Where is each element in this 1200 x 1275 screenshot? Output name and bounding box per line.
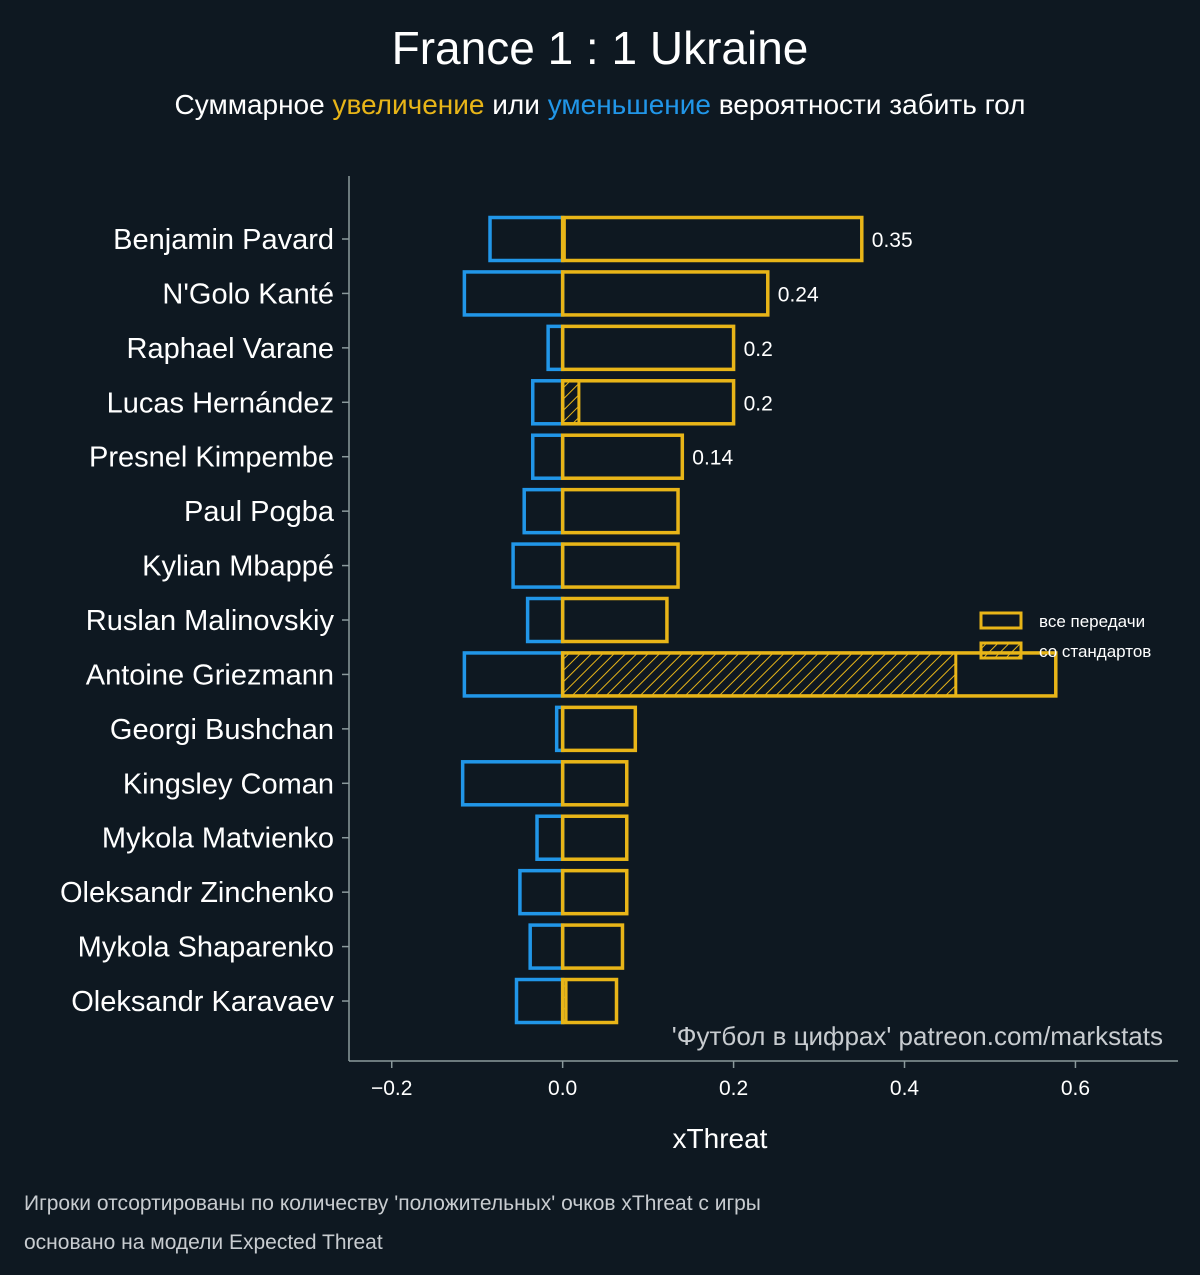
bar-positive — [560, 433, 685, 480]
bar-positive — [560, 814, 629, 861]
player-label: Raphael Varane — [127, 333, 334, 365]
player-label: Mykola Matvienko — [102, 823, 334, 855]
bars: 0.35 0.24 0.2 0.2 0.14 — [460, 215, 1058, 1025]
bar-positive — [560, 868, 629, 916]
bar-positive — [560, 270, 770, 317]
bar-positive — [560, 379, 736, 426]
footnote-line-1: Игроки отсортированы по количеству 'поло… — [24, 1192, 761, 1215]
player-label: Oleksandr Zinchenko — [60, 877, 334, 909]
bar-positive — [560, 705, 638, 753]
subtitle-part: увеличение — [332, 89, 484, 120]
legend-label-set-pieces: со стандартов — [1039, 642, 1151, 661]
x-tick-label: 0.2 — [719, 1077, 748, 1100]
bar-positive — [560, 542, 680, 589]
watermark: 'Футбол в цифрах' patreon.com/markstats — [672, 1021, 1163, 1051]
player-label: Lucas Hernández — [107, 387, 334, 419]
x-axis-label: xThreat — [673, 1123, 768, 1154]
value-label: 0.24 — [778, 283, 819, 306]
bar-positive — [560, 324, 736, 372]
x-tick-label: 0.0 — [548, 1077, 577, 1100]
subtitle-part: Суммарное — [175, 89, 333, 120]
bar-positive — [560, 215, 864, 263]
bar-positive — [560, 596, 669, 644]
chart-subtitle: Суммарное увеличение или уменьшение веро… — [175, 89, 1026, 120]
bar-set-pieces — [561, 651, 958, 698]
player-label: Paul Pogba — [184, 496, 335, 528]
bar-positive — [560, 487, 680, 535]
value-label: 0.2 — [744, 338, 773, 361]
player-label: Benjamin Pavard — [113, 224, 334, 256]
x-tick-label: 0.4 — [890, 1077, 920, 1100]
player-label: Kylian Mbappé — [142, 551, 334, 583]
player-label: N'Golo Kanté — [162, 278, 334, 310]
axes: −0.2 0.0 0.2 0.4 0.6 — [342, 176, 1178, 1100]
x-tick-label: −0.2 — [371, 1077, 412, 1100]
value-label: 0.2 — [744, 392, 773, 415]
player-label: Ruslan Malinovskiy — [86, 605, 335, 637]
bar-positive — [560, 760, 629, 807]
player-label: Oleksandr Karavaev — [71, 986, 334, 1018]
player-label: Mykola Shaparenko — [78, 932, 334, 964]
player-label: Georgi Bushchan — [110, 714, 334, 746]
chart-title: France 1 : 1 Ukraine — [392, 22, 809, 74]
value-label: 0.35 — [872, 229, 913, 252]
player-label: Kingsley Coman — [123, 768, 334, 800]
bar-positive — [560, 651, 1058, 698]
player-label: Presnel Kimpembe — [89, 442, 334, 474]
x-tick-label: 0.6 — [1061, 1077, 1090, 1100]
subtitle-part: вероятности забить гол — [711, 89, 1026, 120]
legend: все передачи со стандартов — [979, 611, 1151, 661]
player-labels: Benjamin Pavard N'Golo Kanté Raphael Varan… — [60, 224, 335, 1018]
legend-swatch-all-passes — [979, 611, 1023, 630]
legend-label-all-passes: все передачи — [1039, 612, 1145, 631]
legend-swatch-set-pieces — [979, 641, 1023, 660]
bar-positive — [560, 977, 619, 1025]
subtitle-part: или — [485, 89, 548, 120]
player-label: Antoine Griezmann — [86, 659, 334, 691]
bar-positive — [560, 923, 625, 970]
value-label: 0.14 — [692, 447, 733, 470]
subtitle-part: уменьшение — [548, 89, 711, 120]
bar-set-pieces — [561, 379, 581, 426]
footnote-line-2: основано на модели Expected Threat — [24, 1231, 383, 1254]
